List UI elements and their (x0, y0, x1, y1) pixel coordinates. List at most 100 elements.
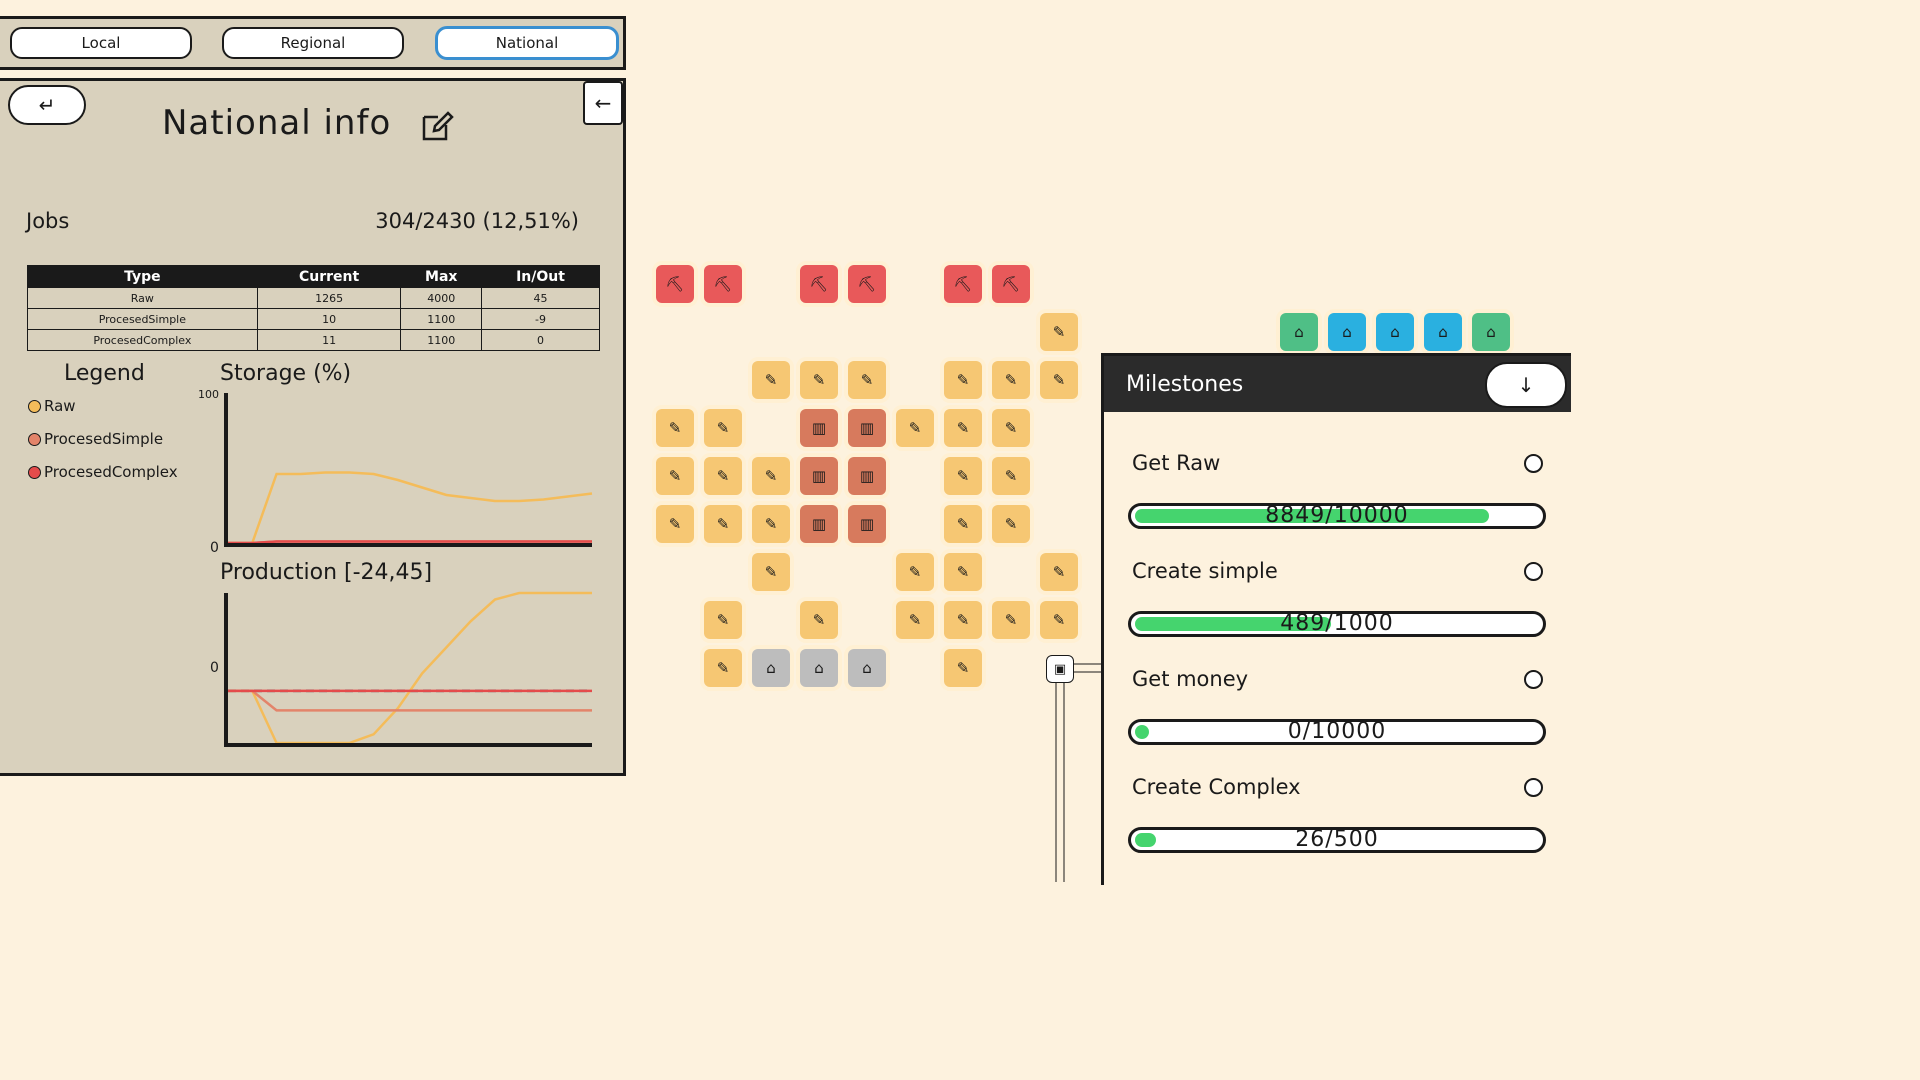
workshop-building-icon[interactable]: ✎ (992, 361, 1030, 399)
milestone-progress-text: 489/1000 (1280, 611, 1394, 636)
workshop-building-icon[interactable]: ✎ (944, 457, 982, 495)
workshop-building-icon[interactable]: ✎ (704, 505, 742, 543)
workshop-building-icon[interactable]: ✎ (992, 601, 1030, 639)
milestone-progress-bar: 0/10000 (1128, 719, 1546, 745)
mine-building-icon[interactable]: ⛏ (704, 265, 742, 303)
milestone-label: Get Raw (1132, 451, 1221, 475)
chart-axes (224, 393, 592, 547)
milestone-progress-bar: 489/1000 (1128, 611, 1546, 637)
milestone-progress-fill (1135, 617, 1331, 631)
workshop-building-icon[interactable]: ✎ (1040, 601, 1078, 639)
city-map[interactable] (640, 250, 1100, 882)
workshop-building-icon[interactable]: ✎ (944, 601, 982, 639)
workshop-building-icon[interactable]: ✎ (704, 649, 742, 687)
warehouse-building-icon[interactable]: ⌂ (752, 649, 790, 687)
tab-national[interactable]: National (435, 26, 619, 60)
jobs-value: 304/2430 (12,51%) (375, 209, 579, 233)
back-button[interactable]: ↵ (8, 85, 86, 125)
legend-title: Legend (64, 361, 145, 386)
tab-regional[interactable]: Regional (222, 27, 404, 59)
workshop-building-icon[interactable]: ✎ (704, 457, 742, 495)
production-chart (224, 591, 592, 747)
collapse-panel-button[interactable]: ← (583, 81, 623, 125)
table-cell: 11 (256, 329, 402, 351)
workshop-building-icon[interactable]: ✎ (752, 553, 790, 591)
workshop-building-icon[interactable]: ✎ (752, 361, 790, 399)
table-cell: 1100 (400, 329, 483, 351)
milestone-progress-bar: 8849/10000 (1128, 503, 1546, 529)
workshop-building-icon[interactable]: ✎ (1040, 553, 1078, 591)
tab-local[interactable]: Local (10, 27, 192, 59)
workshop-building-icon[interactable]: ✎ (848, 361, 886, 399)
milestone-status-icon (1524, 670, 1543, 689)
table-cell: 45 (481, 287, 600, 309)
table-row: Raw 1265 4000 45 (27, 287, 600, 309)
mine-building-icon[interactable]: ⛏ (944, 265, 982, 303)
workshop-building-icon[interactable]: ✎ (752, 457, 790, 495)
legend-item: ProcesedSimple (28, 430, 163, 448)
workshop-building-icon[interactable]: ✎ (656, 409, 694, 447)
table-row: ProcesedComplex 11 1100 0 (27, 329, 600, 351)
workshop-building-icon[interactable]: ✎ (1040, 313, 1078, 351)
milestone-status-icon (1524, 454, 1543, 473)
workshop-building-icon[interactable]: ✎ (800, 361, 838, 399)
edit-icon[interactable] (420, 109, 454, 143)
mine-building-icon[interactable]: ⛏ (992, 265, 1030, 303)
house-building-icon[interactable]: ⌂ (1280, 313, 1318, 351)
production-y-tick-zero: 0 (210, 660, 219, 676)
storage-y-tick-min: 0 (210, 540, 219, 556)
workshop-building-icon[interactable]: ✎ (896, 553, 934, 591)
table-cell: -9 (481, 308, 600, 330)
scope-tabbar: Local Regional National (0, 16, 626, 70)
workshop-building-icon[interactable]: ✎ (1040, 361, 1078, 399)
workshop-building-icon[interactable]: ✎ (944, 649, 982, 687)
workshop-building-icon[interactable]: ✎ (704, 601, 742, 639)
milestones-header: Milestones ↓ (1104, 356, 1571, 412)
workshop-building-icon[interactable]: ✎ (944, 505, 982, 543)
milestone-progress-text: 26/500 (1295, 827, 1379, 852)
milestones-title: Milestones (1126, 371, 1244, 397)
table-cell: Raw (27, 287, 258, 309)
factory-building-icon[interactable]: ▥ (800, 409, 838, 447)
milestone-progress-fill (1135, 833, 1156, 847)
storage-chart (224, 393, 593, 547)
factory-building-icon[interactable]: ▥ (800, 457, 838, 495)
house-building-icon[interactable]: ⌂ (1472, 313, 1510, 351)
legend-dot (28, 399, 41, 413)
workshop-building-icon[interactable]: ✎ (944, 409, 982, 447)
workshop-building-icon[interactable]: ✎ (944, 361, 982, 399)
milestones-toggle-button[interactable]: ↓ (1485, 362, 1567, 408)
factory-building-icon[interactable]: ▥ (848, 457, 886, 495)
milestone-status-icon (1524, 778, 1543, 797)
workshop-building-icon[interactable]: ✎ (752, 505, 790, 543)
resource-table: Type Current Max In/Out Raw 1265 4000 45… (27, 265, 600, 351)
workshop-building-icon[interactable]: ✎ (896, 409, 934, 447)
factory-building-icon[interactable]: ▥ (848, 409, 886, 447)
house-building-icon[interactable]: ⌂ (1328, 313, 1366, 351)
warehouse-building-icon[interactable]: ⌂ (848, 649, 886, 687)
workshop-building-icon[interactable]: ✎ (800, 601, 838, 639)
workshop-building-icon[interactable]: ✎ (992, 409, 1030, 447)
workshop-building-icon[interactable]: ✎ (656, 505, 694, 543)
table-header: Current (256, 265, 402, 288)
milestones-panel: Milestones ↓ Get Raw 8849/10000 Create s… (1101, 353, 1571, 885)
house-building-icon[interactable]: ⌂ (1376, 313, 1414, 351)
legend-label: ProcesedSimple (44, 430, 164, 448)
table-cell: 10 (256, 308, 402, 330)
workshop-building-icon[interactable]: ✎ (992, 457, 1030, 495)
arrow-left-icon: ← (594, 91, 612, 115)
workshop-building-icon[interactable]: ✎ (944, 553, 982, 591)
house-building-icon[interactable]: ⌂ (1424, 313, 1462, 351)
workshop-building-icon[interactable]: ✎ (992, 505, 1030, 543)
mine-building-icon[interactable]: ⛏ (848, 265, 886, 303)
train-station-icon[interactable]: ▣ (1046, 655, 1074, 683)
workshop-building-icon[interactable]: ✎ (896, 601, 934, 639)
factory-building-icon[interactable]: ▥ (800, 505, 838, 543)
mine-building-icon[interactable]: ⛏ (800, 265, 838, 303)
factory-building-icon[interactable]: ▥ (848, 505, 886, 543)
warehouse-building-icon[interactable]: ⌂ (800, 649, 838, 687)
workshop-building-icon[interactable]: ✎ (656, 457, 694, 495)
workshop-building-icon[interactable]: ✎ (704, 409, 742, 447)
mine-building-icon[interactable]: ⛏ (656, 265, 694, 303)
milestone-progress-text: 8849/10000 (1265, 503, 1409, 528)
